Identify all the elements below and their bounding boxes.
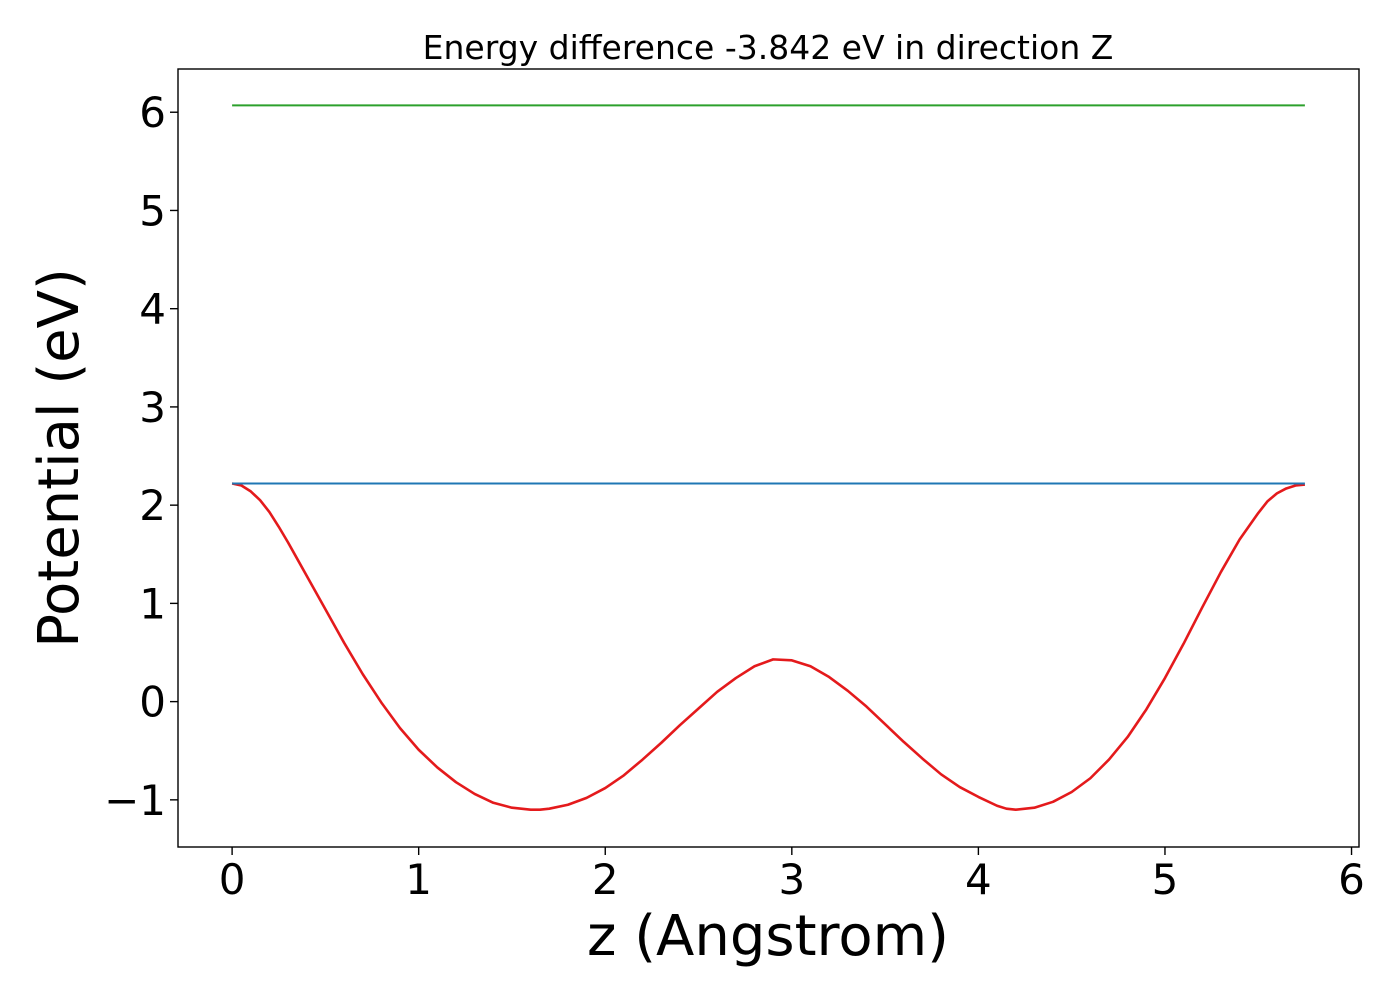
y-tick-label: 6 <box>139 88 166 137</box>
y-tick-label: 3 <box>139 383 166 432</box>
plot-frame <box>177 68 1360 848</box>
y-axis: −1 0 1 2 3 4 5 6 <box>104 88 178 825</box>
y-tick-label: 2 <box>139 481 166 530</box>
x-tick-label: 4 <box>965 855 992 904</box>
y-tick-label: 5 <box>139 186 166 235</box>
chart-title: Energy difference -3.842 eV in direction… <box>423 28 1114 67</box>
y-tick-label: 0 <box>139 678 166 727</box>
y-tick-label: −1 <box>104 776 166 825</box>
x-tick-label: 5 <box>1152 855 1179 904</box>
x-axis-label: z (Angstrom) <box>587 904 949 969</box>
x-tick-label: 6 <box>1338 855 1365 904</box>
y-axis-label: Potential (eV) <box>27 268 92 648</box>
x-axis: 0 1 2 3 4 5 6 <box>219 847 1365 904</box>
x-tick-label: 2 <box>592 855 619 904</box>
x-tick-label: 0 <box>219 855 246 904</box>
y-tick-label: 4 <box>139 285 166 334</box>
series-layer <box>231 104 1306 811</box>
x-tick-label: 3 <box>778 855 805 904</box>
x-tick-label: 1 <box>405 855 432 904</box>
y-tick-label: 1 <box>139 579 166 628</box>
series-line-1 <box>231 482 1306 811</box>
